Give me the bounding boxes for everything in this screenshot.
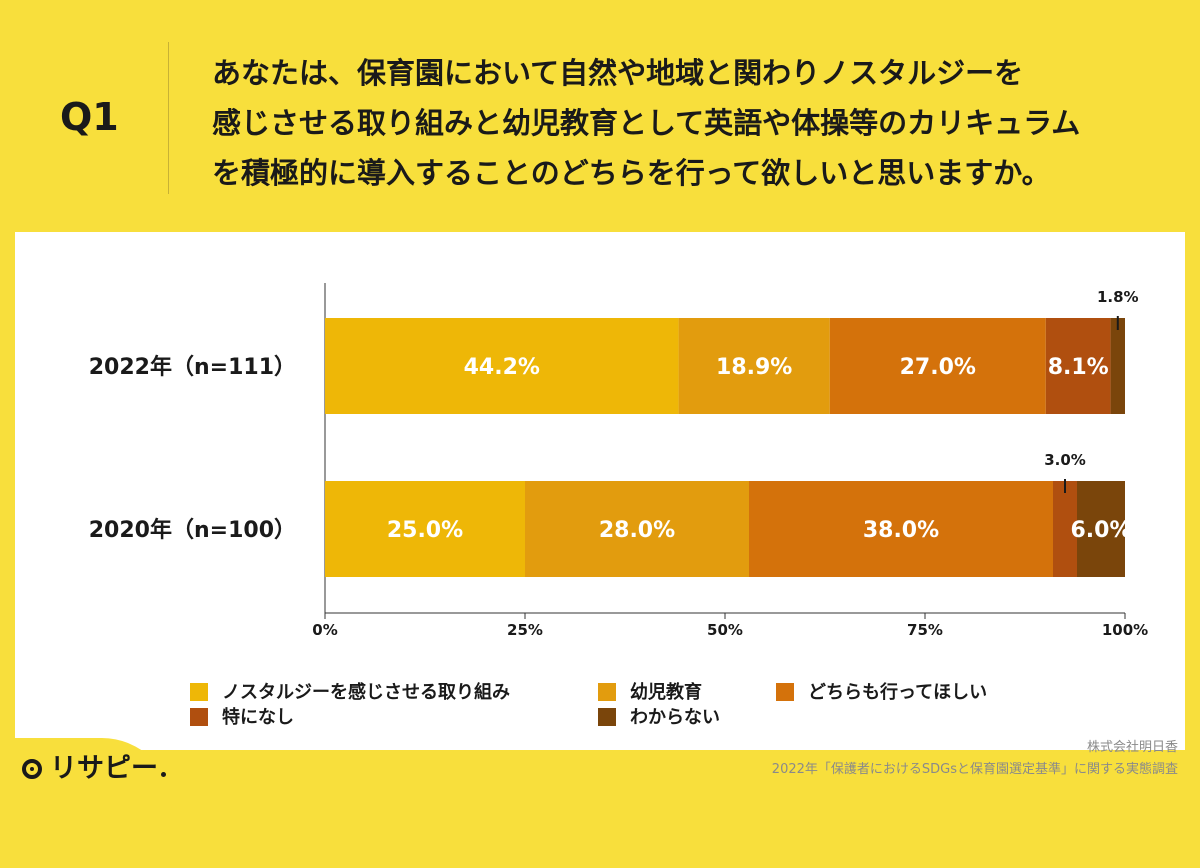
data-label: 27.0%	[900, 355, 976, 380]
question-text: あなたは、保育園において自然や地域と関わりノスタルジーを 感じさせる取り組みと幼…	[212, 48, 1182, 198]
data-label: 28.0%	[599, 518, 675, 543]
legend-item: わからない	[598, 703, 720, 729]
x-tick-label: 25%	[507, 621, 543, 639]
legend-label: 特になし	[222, 707, 294, 728]
data-label: 1.8%	[1097, 288, 1139, 306]
logo-text: リサピー	[50, 753, 158, 784]
legend-label: わからない	[630, 707, 720, 728]
legend-label: 幼児教育	[630, 682, 702, 703]
bar-segment	[1053, 481, 1077, 577]
data-label: 18.9%	[716, 355, 792, 380]
stacked-bar-chart: 0% 25% 50% 75% 100% 2022年（n=111） 44.2% 18.9% 27.…	[89, 283, 1148, 639]
data-label: 38.0%	[863, 518, 939, 543]
legend-item: どちらも行ってほしい	[776, 678, 987, 704]
legend-label: ノスタルジーを感じさせる取り組み	[222, 682, 510, 703]
data-label: 8.1%	[1048, 355, 1109, 380]
bar-segment	[749, 481, 1053, 577]
header-divider	[168, 42, 169, 194]
legend-swatch	[190, 683, 208, 701]
question-line: を積極的に導入することのどちらを行って欲しいと思いますか。	[212, 156, 1051, 190]
category-label: 2020年（n=100）	[89, 517, 296, 543]
data-label: 3.0%	[1044, 451, 1086, 469]
dot-icon	[161, 772, 166, 777]
category-label: 2022年（n=111）	[89, 354, 296, 380]
data-label: 44.2%	[464, 355, 540, 380]
question-line: あなたは、保育園において自然や地域と関わりノスタルジーを	[212, 56, 1024, 90]
x-tick-label: 0%	[312, 621, 337, 639]
legend-swatch	[190, 708, 208, 726]
legend-swatch	[776, 683, 794, 701]
x-tick-label: 75%	[907, 621, 943, 639]
x-tick-label: 50%	[707, 621, 743, 639]
legend-swatch	[598, 708, 616, 726]
bar-segment	[1110, 318, 1125, 414]
legend-label: どちらも行ってほしい	[808, 682, 988, 703]
question-line: 感じさせる取り組みと幼児教育として英語や体操等のカリキュラム	[212, 106, 1081, 140]
credit-company: 株式会社明日香	[1086, 740, 1178, 755]
bar-segment	[678, 318, 830, 414]
bar-segment	[525, 481, 749, 577]
legend-item: 幼児教育	[598, 678, 702, 704]
legend-item: ノスタルジーを感じさせる取り組み	[190, 678, 510, 704]
bar-segment	[325, 318, 679, 414]
data-label: 25.0%	[387, 518, 463, 543]
brand-logo: リサピー	[22, 746, 166, 785]
legend-swatch	[598, 683, 616, 701]
bar-segment	[829, 318, 1046, 414]
question-number: Q1	[60, 95, 119, 139]
credit-survey: 2022年「保護者におけるSDGsと保育園選定基準」に関する実態調査	[771, 762, 1178, 777]
bar-segment	[1045, 318, 1111, 414]
legend-item: 特になし	[190, 703, 294, 729]
bar-segment	[325, 481, 525, 577]
location-pin-icon	[22, 759, 42, 779]
data-label: 6.0%	[1070, 518, 1131, 543]
x-tick-label: 100%	[1102, 621, 1148, 639]
bar-segment	[1077, 481, 1125, 577]
